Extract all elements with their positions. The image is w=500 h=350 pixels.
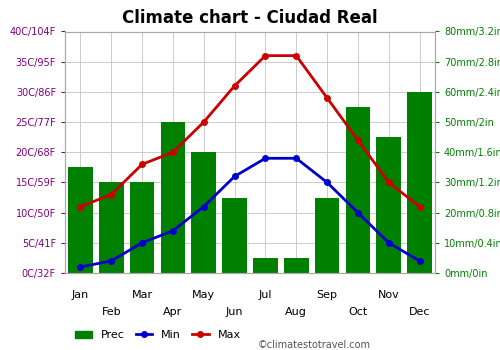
Text: Sep: Sep [316, 290, 338, 300]
Text: Dec: Dec [409, 307, 430, 317]
Bar [130, 182, 154, 273]
Legend: Prec, Min, Max: Prec, Min, Max [70, 326, 245, 345]
Bar [346, 107, 370, 273]
Bar [160, 122, 186, 273]
Text: ©climatestotravel.com: ©climatestotravel.com [258, 340, 370, 350]
Bar [222, 197, 247, 273]
Title: Climate chart - Ciudad Real: Climate chart - Ciudad Real [122, 9, 378, 27]
Text: Jul: Jul [258, 290, 272, 300]
Bar [99, 182, 124, 273]
Bar [253, 258, 278, 273]
Text: Feb: Feb [102, 307, 121, 317]
Text: Mar: Mar [132, 290, 152, 300]
Text: Jun: Jun [226, 307, 244, 317]
Bar [284, 258, 308, 273]
Bar [376, 137, 401, 273]
Bar [315, 197, 340, 273]
Text: Jan: Jan [72, 290, 89, 300]
Text: May: May [192, 290, 216, 300]
Bar [407, 92, 432, 273]
Text: Aug: Aug [286, 307, 307, 317]
Bar [68, 167, 93, 273]
Bar [192, 152, 216, 273]
Text: Oct: Oct [348, 307, 368, 317]
Text: Nov: Nov [378, 290, 400, 300]
Text: Apr: Apr [164, 307, 182, 317]
